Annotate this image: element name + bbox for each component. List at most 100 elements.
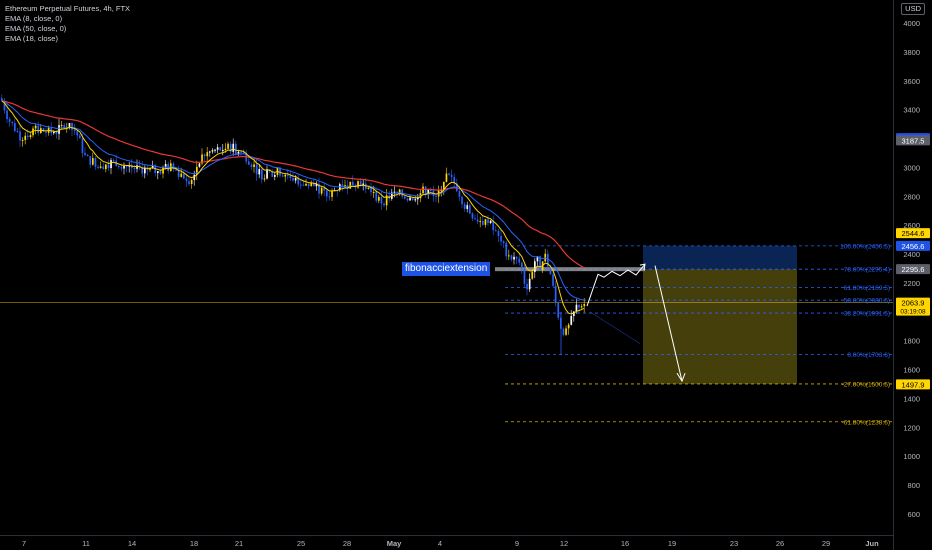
y-tick-label: 1400	[903, 394, 920, 403]
ema-8-line	[1, 100, 585, 315]
candle-body	[6, 110, 8, 120]
candle-body	[479, 221, 482, 223]
candle-body	[201, 154, 203, 164]
x-tick-label: 14	[128, 539, 136, 548]
candle-body	[224, 148, 227, 150]
candle-body	[430, 189, 432, 191]
candle-body	[562, 328, 565, 335]
ema-lines	[1, 100, 585, 315]
candle-body	[193, 174, 196, 181]
symbol-title[interactable]: Ethereum Perpetual Futures, 4h, FTX	[5, 4, 131, 13]
y-tick-label: 1200	[903, 423, 920, 432]
candle-body	[203, 154, 206, 157]
candle-body	[271, 171, 274, 177]
price-badge-text: 2544.6	[902, 229, 925, 238]
candle-body	[29, 135, 32, 138]
candle-body	[326, 190, 328, 197]
entry-marker-bar	[495, 267, 645, 272]
candle-body	[151, 165, 154, 168]
candle-body	[1, 98, 3, 101]
candle-body	[86, 154, 89, 157]
candle-body	[349, 181, 352, 189]
indicator-ema-8[interactable]: EMA (8, close, 0)	[5, 14, 63, 23]
candle-body	[414, 199, 417, 201]
candle-body	[73, 129, 76, 132]
candle-body	[232, 143, 235, 152]
candle-body	[242, 152, 245, 154]
indicator-ema-50[interactable]: EMA (50, close, 0)	[5, 24, 67, 33]
indicator-ema-18[interactable]: EMA (18, close)	[5, 34, 58, 43]
take-profit-zone	[643, 269, 797, 384]
candle-body	[505, 243, 508, 257]
x-tick-label: 19	[668, 539, 676, 548]
candle-body	[211, 150, 214, 152]
candle-body	[258, 169, 261, 175]
candle-body	[68, 122, 71, 128]
y-tick-label: 3800	[903, 48, 920, 57]
price-badge	[896, 379, 930, 390]
price-badge	[896, 264, 930, 275]
y-tick-label: 2400	[903, 250, 920, 259]
candle-body	[528, 278, 531, 290]
candle-body	[19, 131, 21, 141]
candle-body	[250, 164, 253, 168]
candle-body	[219, 147, 222, 151]
candle-body	[274, 175, 276, 177]
candle-body	[172, 163, 175, 170]
candle-body	[554, 285, 557, 304]
candle-body	[99, 166, 102, 168]
candle-body	[188, 181, 190, 185]
y-tick-label: 800	[907, 481, 920, 490]
candle-body	[190, 180, 193, 185]
y-tick-label: 2800	[903, 192, 920, 201]
candle-body	[102, 166, 105, 170]
candle-body	[476, 219, 479, 222]
candle-body	[162, 166, 164, 174]
price-badge-text: 2295.6	[902, 265, 925, 274]
candle-body	[518, 258, 521, 263]
candle-body	[422, 186, 424, 194]
currency-label[interactable]: USD	[901, 3, 925, 15]
candle-body	[81, 138, 84, 153]
time-axis[interactable]: 7 11 14 18 21 25 28 May 4 9 12 16 19 23 26 29 Jun	[22, 539, 879, 548]
x-tick-label: 18	[190, 539, 198, 548]
x-tick-label: 25	[297, 539, 305, 548]
y-tick-label: 4000	[903, 19, 920, 28]
candle-body	[144, 167, 146, 174]
candle-body	[497, 230, 500, 237]
candle-body	[307, 183, 310, 187]
x-tick-label: 23	[730, 539, 738, 548]
x-tick-label: 16	[621, 539, 629, 548]
y-tick-label: 1000	[903, 452, 920, 461]
price-axis[interactable]: 4000380036003400320030002800260024002200…	[903, 19, 920, 519]
candle-body	[575, 304, 578, 312]
candle-body	[120, 167, 123, 169]
x-tick-label: 7	[22, 539, 26, 548]
price-badge	[896, 240, 930, 251]
price-badge-text: 2456.6	[902, 242, 925, 251]
candle-body	[536, 256, 539, 262]
candle-body	[565, 328, 567, 335]
candle-body	[580, 306, 583, 308]
down-arrow-line	[654, 265, 683, 382]
x-tick-label: 29	[822, 539, 830, 548]
candle-body	[313, 182, 315, 187]
candle-body	[196, 166, 198, 175]
candle-body	[406, 198, 409, 201]
candle-body	[557, 303, 560, 318]
candle-body	[279, 167, 281, 176]
x-tick-label: 12	[560, 539, 568, 548]
candle-body	[11, 121, 14, 124]
candle-body	[94, 158, 97, 167]
fib-tool-label[interactable]: fibonacciextension	[402, 262, 491, 276]
candle-body	[489, 220, 492, 224]
candle-body	[110, 160, 112, 169]
candle-body	[177, 170, 180, 177]
candle-body	[500, 236, 502, 242]
candle-body	[461, 196, 463, 205]
candle-body	[55, 131, 58, 134]
candle-body	[570, 315, 573, 325]
price-badges: 3202.73187.52544.62456.62295.62063.903:1…	[896, 133, 930, 390]
drawing-arrows	[586, 263, 686, 383]
